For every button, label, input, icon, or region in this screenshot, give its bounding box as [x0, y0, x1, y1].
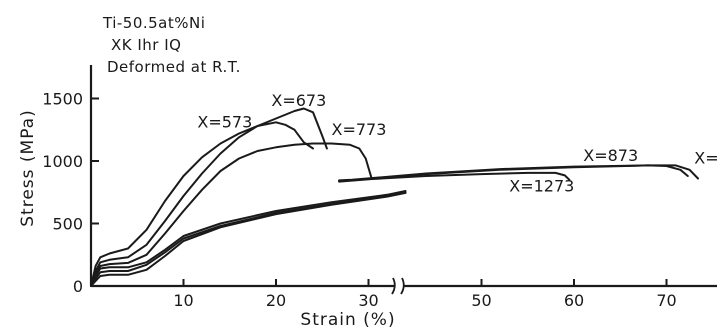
series-labels: X=573 X=673 X=773 X=873 X=973 X=1273 — [197, 91, 717, 196]
x-tick-label-10: 10 — [173, 291, 193, 310]
chart-title-line-2: XK Ihr IQ — [111, 36, 181, 54]
curve-x1273 — [90, 191, 407, 287]
curve-x573 — [90, 121, 314, 287]
series-label-x873: X=873 — [583, 146, 638, 165]
series-label-x773: X=773 — [332, 120, 387, 139]
series-label-x573: X=573 — [197, 112, 252, 131]
series-label-x1273: X=1273 — [509, 177, 574, 196]
x-axis-label: Strain (%) — [300, 310, 395, 330]
chart-title: Ti-50.5at%Ni XK Ihr IQ Deformed at R.T. — [102, 14, 241, 76]
curve-x773 — [90, 142, 373, 287]
chart-title-line-3: Deformed at R.T. — [107, 58, 241, 76]
x-tick-label-30: 30 — [358, 291, 378, 310]
chart-title-line-1: Ti-50.5at%Ni — [102, 14, 205, 32]
x-tick-label-70: 70 — [656, 291, 676, 310]
x-tick-label-50: 50 — [471, 291, 491, 310]
curve-x873 — [90, 190, 407, 287]
x-tick-label-20: 20 — [266, 291, 286, 310]
curves — [90, 107, 699, 287]
x-tick-label-60: 60 — [564, 291, 584, 310]
series-label-x973: X=973 — [694, 149, 717, 168]
y-tick-label-1500: 1500 — [42, 90, 83, 109]
x-axis-break-mark — [391, 277, 405, 295]
x-ticks: 10 20 30 50 60 70 — [173, 279, 677, 310]
curve-x673 — [90, 107, 328, 287]
y-axis-label: Stress (MPa) — [18, 109, 38, 227]
y-tick-label-1000: 1000 — [42, 152, 83, 171]
y-tick-label-500: 500 — [52, 215, 83, 234]
y-tick-label-0: 0 — [73, 277, 83, 296]
curve-x1273-after-break — [338, 171, 571, 183]
series-label-x673: X=673 — [271, 91, 326, 110]
